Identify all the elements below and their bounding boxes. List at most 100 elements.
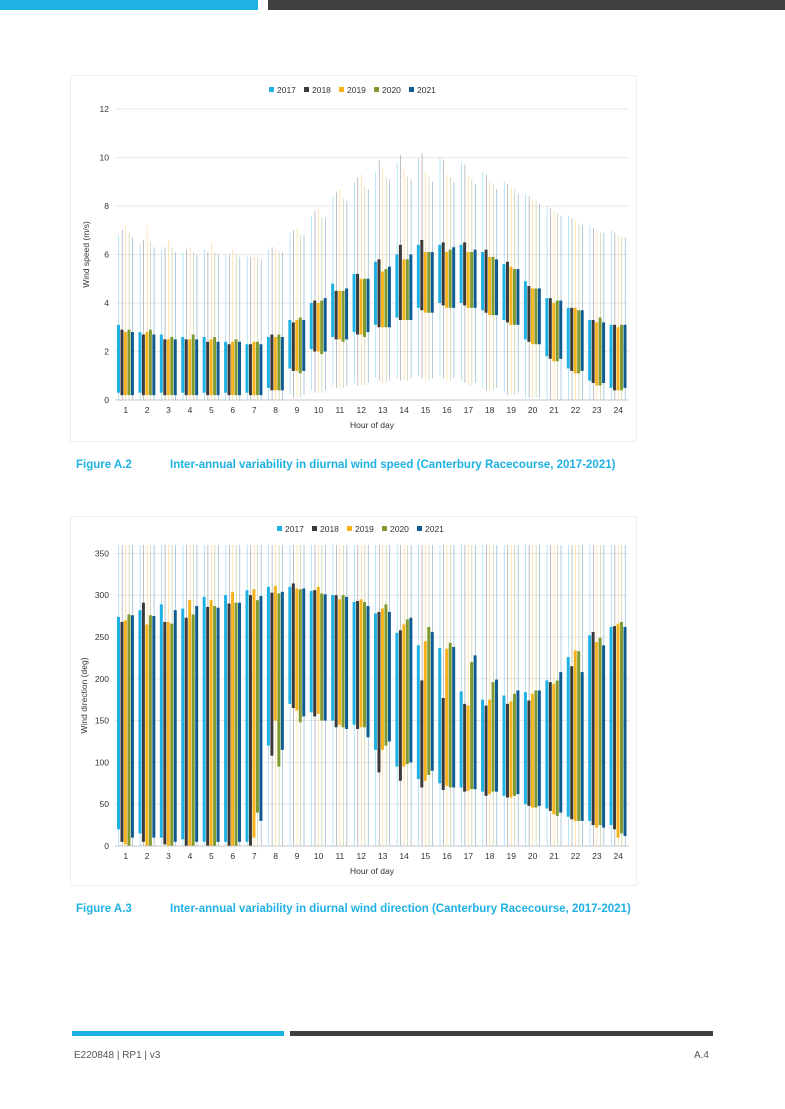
box-2020 (491, 682, 495, 792)
x-tick-label: 24 (614, 405, 624, 415)
y-tick-label: 100 (95, 757, 109, 767)
header-accent-bar-dark (268, 0, 785, 10)
box-2020 (598, 637, 602, 826)
box-2020 (320, 300, 324, 354)
box-2017 (245, 344, 249, 393)
box-2021 (216, 341, 220, 396)
box-2019 (166, 339, 170, 396)
page-number: A.4 (693, 1050, 709, 1061)
legend-label-2019: 2019 (355, 524, 374, 534)
legend-label-2021: 2021 (417, 85, 436, 95)
box-2017 (288, 586, 292, 704)
box-2018 (613, 324, 617, 391)
box-2020 (213, 606, 217, 846)
box-2021 (387, 611, 391, 742)
box-2018 (270, 592, 274, 756)
box-2019 (295, 319, 299, 371)
x-tick-label: 16 (442, 851, 452, 861)
box-2021 (387, 266, 391, 328)
box-2019 (380, 608, 384, 750)
box-2017 (609, 324, 613, 388)
box-2020 (298, 589, 302, 723)
x-tick-label: 14 (399, 405, 409, 415)
box-2020 (384, 269, 388, 328)
box-2021 (452, 247, 456, 308)
box-2019 (616, 327, 620, 391)
box-2018 (420, 239, 424, 311)
figure-title: Inter-annual variability in diurnal wind… (170, 459, 616, 471)
legend-swatch-2018 (304, 87, 309, 92)
box-2017 (159, 334, 163, 393)
box-2018 (120, 329, 124, 396)
box-2019 (616, 623, 620, 838)
box-2017 (416, 244, 420, 308)
box-2017 (181, 336, 185, 393)
x-tick-label: 20 (528, 405, 538, 415)
box-2017 (245, 590, 249, 842)
box-2017 (309, 303, 313, 350)
box-2019 (338, 290, 342, 340)
x-tick-label: 11 (335, 405, 344, 415)
box-2019 (445, 648, 449, 786)
y-tick-label: 0 (104, 395, 109, 405)
box-2020 (191, 334, 195, 396)
box-2020 (405, 619, 409, 765)
box-2018 (120, 621, 124, 842)
box-2017 (545, 680, 549, 809)
box-2021 (152, 616, 156, 838)
legend-label-2017: 2017 (285, 524, 304, 534)
box-2021 (452, 647, 456, 788)
x-tick-label: 10 (314, 405, 324, 415)
box-2021 (495, 259, 498, 316)
box-2019 (573, 650, 577, 821)
box-2017 (331, 283, 335, 337)
box-2018 (356, 601, 360, 729)
box-2017 (523, 692, 527, 805)
box-2019 (166, 621, 170, 846)
legend-swatch-2021 (417, 526, 422, 531)
y-tick-label: 6 (104, 250, 109, 260)
x-tick-label: 21 (549, 405, 559, 415)
box-2017 (159, 604, 163, 838)
box-2018 (291, 322, 295, 371)
box-2018 (227, 603, 231, 846)
box-2020 (363, 278, 367, 337)
box-2019 (231, 591, 235, 846)
box-2019 (273, 585, 277, 721)
box-2019 (231, 341, 235, 396)
box-2021 (323, 594, 327, 721)
box-2020 (255, 600, 259, 813)
x-tick-label: 2 (145, 851, 150, 861)
box-2020 (127, 329, 131, 396)
box-2020 (234, 602, 238, 846)
box-2020 (363, 601, 367, 728)
legend-swatch-2020 (382, 526, 387, 531)
box-2021 (152, 334, 156, 396)
x-tick-label: 9 (295, 405, 300, 415)
box-2021 (366, 606, 370, 738)
box-2017 (481, 699, 485, 792)
box-2018 (206, 341, 210, 396)
box-2020 (555, 680, 559, 816)
x-tick-label: 22 (571, 851, 581, 861)
box-2021 (259, 596, 263, 821)
box-2020 (470, 662, 474, 790)
box-2021 (323, 298, 327, 352)
box-2021 (280, 336, 284, 391)
box-2017 (395, 632, 399, 767)
box-2021 (302, 319, 306, 371)
box-2019 (530, 288, 534, 345)
x-tick-label: 5 (209, 851, 214, 861)
box-2020 (427, 626, 431, 775)
box-2021 (537, 690, 541, 806)
legend-label-2020: 2020 (390, 524, 409, 534)
wind-direction-chart: 2017 2018 2019 2020 2021 0 50 100 150 200 250 300 35… (70, 516, 637, 886)
box-2021 (130, 615, 134, 838)
box-2021 (173, 610, 177, 842)
box-2019 (145, 332, 149, 396)
box-2017 (438, 647, 442, 784)
box-2019 (316, 586, 320, 714)
box-2021 (537, 288, 541, 345)
box-2017 (481, 252, 485, 311)
box-2017 (395, 254, 399, 318)
